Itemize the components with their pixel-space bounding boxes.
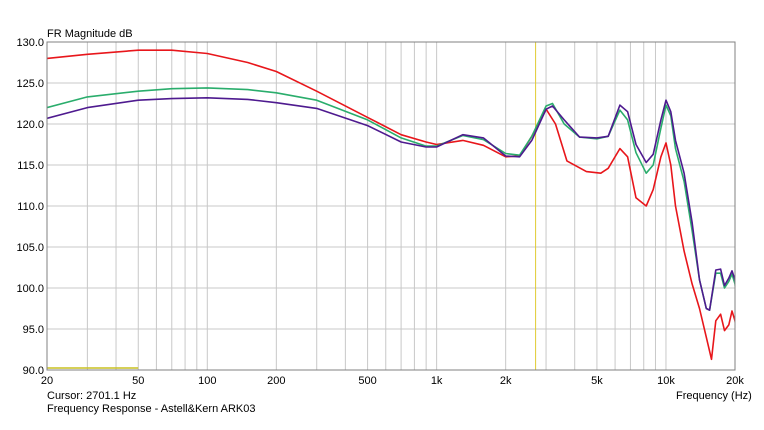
x-tick-label: 200 — [267, 375, 285, 387]
grid — [47, 41, 735, 371]
plot-frame — [46, 41, 736, 371]
y-tick-label: 105.0 — [16, 242, 44, 254]
x-tick-label: 500 — [358, 375, 376, 387]
y-tick-label: 125.0 — [16, 78, 44, 90]
series-line-1 — [47, 49, 735, 361]
x-axis-ticks: 20 50 100 200 500 1k 2k 5k 10k 20k — [41, 375, 744, 387]
x-tick-label: 1k — [431, 375, 443, 387]
y-tick-label: 120.0 — [16, 119, 44, 131]
y-axis-ticks: 90.0 95.0 100.0 105.0 110.0 115.0 120.0 125.0 13… — [16, 37, 44, 377]
series-layer — [47, 49, 735, 361]
y-tick-label: 100.0 — [16, 283, 44, 295]
cursor-layer — [47, 42, 537, 370]
x-tick-label: 50 — [132, 375, 144, 387]
x-axis-label: Frequency (Hz) — [676, 390, 752, 402]
x-tick-label: 20k — [726, 375, 744, 387]
y-tick-label: 115.0 — [17, 160, 44, 172]
chart-title: FR Magnitude dB — [47, 28, 133, 40]
x-tick-label: 5k — [591, 375, 603, 387]
x-tick-label: 2k — [500, 375, 512, 387]
x-tick-label: 10k — [657, 375, 675, 387]
series-line-3 — [47, 97, 735, 311]
y-tick-label: 130.0 — [16, 37, 44, 49]
plot-border — [46, 41, 736, 371]
cursor-readout: Cursor: 2701.1 Hz — [47, 390, 137, 402]
x-tick-label: 100 — [198, 375, 216, 387]
y-tick-label: 90.0 — [23, 365, 44, 377]
x-tick-label: 20 — [41, 375, 53, 387]
y-tick-label: 110.0 — [17, 201, 44, 213]
y-tick-label: 95.0 — [23, 324, 44, 336]
series-line-2 — [47, 87, 735, 311]
measurement-source: Frequency Response - Astell&Kern ARK03 — [47, 403, 256, 415]
